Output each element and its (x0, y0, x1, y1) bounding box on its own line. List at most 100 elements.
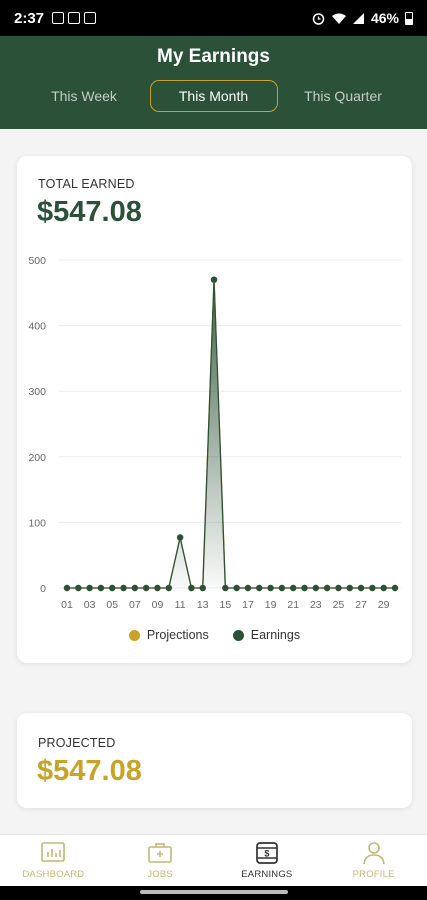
legend-label-projections: Projections (146, 628, 209, 642)
earnings-point (154, 584, 161, 592)
y-tick-label: 100 (28, 517, 46, 529)
period-tabs: This Week This Month This Quarter (0, 80, 427, 112)
status-right: 46% (312, 10, 413, 26)
x-tick-label: 27 (355, 599, 367, 611)
alarm-icon (312, 12, 325, 25)
svg-text:$: $ (264, 849, 269, 859)
signal-icon (352, 12, 364, 24)
chart-series (63, 276, 399, 592)
battery-icon (405, 11, 413, 25)
x-axis-ticks: 01 03 05 07 09 11 13 15 17 19 21 23 25 27 29 (61, 599, 390, 611)
instagram-icon (68, 12, 81, 24)
chart-legend: Projections Earnings (17, 628, 412, 642)
earnings-point (120, 584, 127, 592)
legend-dot-projections (128, 629, 140, 641)
tab-this-quarter[interactable]: This Quarter (304, 88, 382, 104)
earnings-point (131, 584, 139, 592)
earnings-point (233, 584, 240, 592)
x-tick-label: 05 (106, 599, 118, 611)
earnings-point (75, 584, 82, 592)
earnings-point (199, 584, 206, 592)
wallet-icon: $ (256, 842, 278, 864)
wifi-icon (331, 13, 346, 24)
x-tick-label: 21 (287, 599, 299, 611)
notification-icons (52, 12, 97, 24)
x-tick-label: 09 (152, 599, 164, 611)
nav-label-dashboard: DASHBOARD (22, 869, 85, 880)
earnings-point (290, 584, 297, 592)
x-tick-label: 19 (265, 599, 277, 611)
earnings-point (244, 584, 252, 592)
earnings-point (109, 584, 116, 592)
earnings-point (165, 584, 172, 592)
x-tick-label: 01 (61, 599, 73, 611)
earnings-chart: 0 100 200 300 400 500 01 03 05 07 09 11 13 15 17 19 21 2… (28, 255, 401, 611)
earnings-point (380, 584, 387, 592)
nav-item-jobs[interactable]: JOBS (107, 835, 214, 886)
earnings-point (256, 584, 263, 592)
briefcase-icon (148, 843, 172, 863)
x-tick-label: 23 (310, 599, 322, 611)
x-tick-label: 25 (333, 599, 345, 611)
nav-label-earnings: EARNINGS (241, 869, 293, 880)
x-tick-label: 07 (129, 599, 141, 611)
bottom-nav: DASHBOARD JOBS $ EARNINGS PROFILE (0, 834, 427, 886)
earnings-point (222, 584, 229, 592)
app-header: My Earnings This Week This Month This Qu… (0, 36, 427, 129)
legend-item-projections[interactable]: Projections (128, 628, 209, 642)
total-earned-amount: $547.08 (37, 196, 142, 228)
earnings-point (97, 584, 105, 592)
projected-card: PROJECTED $547.08 (17, 713, 412, 808)
tab-this-month[interactable]: This Month (149, 80, 278, 112)
earnings-point (267, 584, 274, 592)
total-earned-label: TOTAL EARNED (38, 177, 135, 191)
system-home-bar (0, 886, 427, 900)
total-earned-card: TOTAL EARNED $547.08 0 100 200 300 400 500 01… (17, 156, 412, 663)
legend-label-earnings: Earnings (250, 628, 301, 642)
earnings-point (86, 584, 93, 592)
chart-board-icon (41, 842, 66, 862)
earnings-point (391, 584, 399, 592)
y-tick-label: 400 (28, 321, 46, 333)
earnings-point (369, 584, 376, 592)
y-axis-ticks: 0 100 200 300 400 500 (28, 255, 46, 595)
projected-label: PROJECTED (38, 736, 116, 750)
x-tick-label: 17 (242, 599, 254, 611)
earnings-point (210, 276, 218, 283)
legend-item-earnings[interactable]: Earnings (232, 628, 301, 642)
nav-item-earnings[interactable]: $ EARNINGS (214, 835, 321, 886)
earnings-point (312, 584, 320, 592)
earnings-point (63, 584, 71, 592)
battery-percent: 46% (370, 10, 399, 26)
earnings-point (188, 584, 195, 592)
gallery-icon (52, 12, 65, 24)
page-title: My Earnings (157, 46, 270, 67)
x-tick-label: 11 (175, 599, 186, 611)
chart-grid (59, 259, 401, 589)
legend-dot-earnings (232, 629, 244, 641)
earnings-point (357, 584, 365, 592)
nav-label-profile: PROFILE (352, 869, 395, 880)
earnings-point (323, 584, 331, 592)
home-indicator[interactable] (140, 890, 288, 894)
earnings-point (346, 584, 353, 592)
nav-item-profile[interactable]: PROFILE (320, 835, 427, 886)
x-tick-label: 13 (197, 599, 209, 611)
tab-this-week[interactable]: This Week (51, 88, 117, 104)
person-icon (362, 842, 385, 865)
nav-item-dashboard[interactable]: DASHBOARD (0, 835, 107, 886)
x-tick-label: 29 (378, 599, 390, 611)
y-tick-label: 300 (28, 386, 46, 398)
instagram-icon-2 (84, 12, 97, 24)
earnings-point (301, 584, 308, 592)
earnings-point (142, 584, 150, 592)
nav-label-jobs: JOBS (147, 869, 173, 880)
earnings-point (335, 584, 342, 592)
earnings-point (278, 584, 286, 592)
projected-amount: $547.08 (37, 755, 142, 787)
y-tick-label: 200 (28, 452, 46, 464)
x-tick-label: 03 (84, 599, 96, 611)
status-bar: 2:37 46% (0, 0, 427, 36)
x-tick-label: 15 (220, 599, 232, 611)
status-time: 2:37 (14, 9, 45, 27)
